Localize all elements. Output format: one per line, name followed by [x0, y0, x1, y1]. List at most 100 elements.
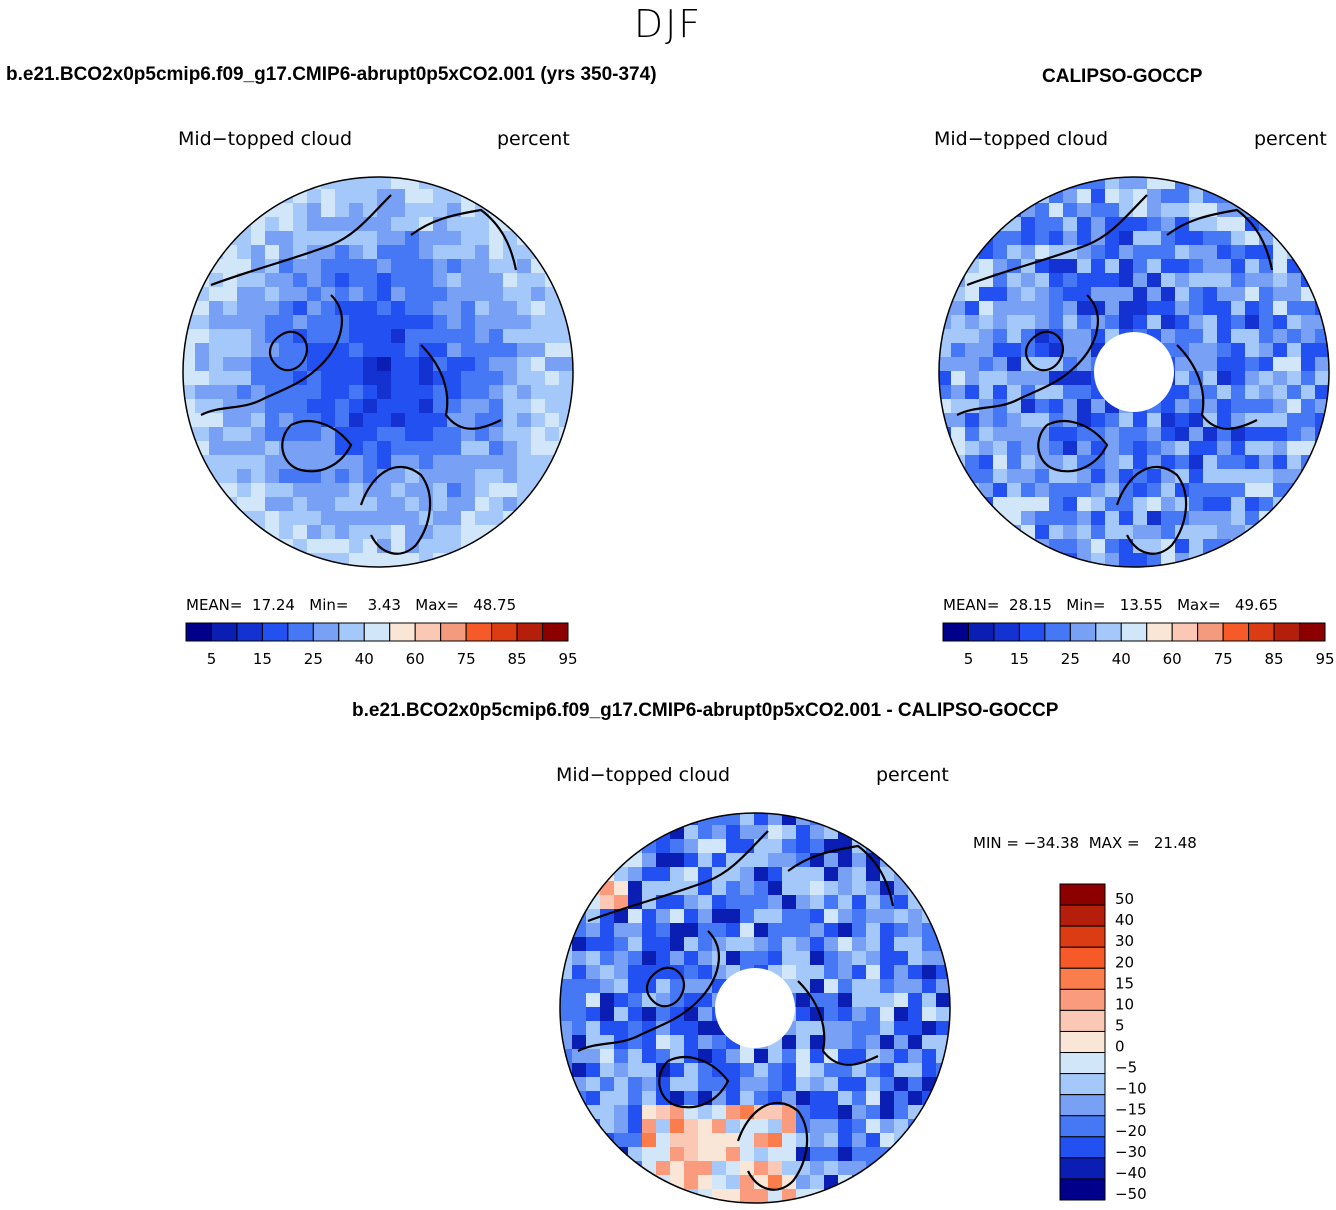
map-cell	[852, 881, 867, 896]
map-cell	[279, 525, 294, 540]
map-cell	[979, 357, 994, 372]
colorbar-tick-label: 15	[1010, 650, 1029, 668]
map-cell	[1035, 399, 1050, 414]
map-cell	[1147, 217, 1162, 232]
map-cell	[880, 839, 895, 854]
map-cell	[1217, 217, 1232, 232]
map-cell	[1091, 177, 1106, 190]
map-cell	[936, 993, 950, 1008]
map-cell	[698, 1063, 713, 1078]
map-cell	[1021, 413, 1036, 428]
map-cell	[391, 329, 406, 344]
map-cell	[363, 385, 378, 400]
map-cell	[335, 553, 350, 567]
map-cell	[1273, 399, 1288, 414]
map-cell	[223, 343, 238, 358]
map-cell	[503, 511, 518, 526]
map-cell	[349, 385, 364, 400]
map-cell	[1063, 497, 1078, 512]
map-cell	[363, 469, 378, 484]
map-cell	[810, 1077, 825, 1092]
map-cell	[698, 839, 713, 854]
map-cell	[195, 301, 210, 316]
map-cell	[363, 259, 378, 274]
map-cell	[433, 413, 448, 428]
map-cell	[1007, 455, 1022, 470]
colorbar-tick-label: 85	[1265, 650, 1284, 668]
map-cell	[754, 813, 769, 826]
map-cell	[824, 881, 839, 896]
map-cell	[209, 455, 224, 470]
map-cell	[1175, 399, 1190, 414]
map-cell	[810, 937, 825, 952]
map-cell	[335, 189, 350, 204]
map-cell	[489, 357, 504, 372]
map-cell	[1175, 301, 1190, 316]
map-cell	[349, 469, 364, 484]
map-cell	[754, 1105, 769, 1120]
map-cell	[1287, 231, 1302, 246]
map-cell	[461, 497, 476, 512]
map-cell	[237, 371, 252, 386]
map-cell	[349, 399, 364, 414]
map-cell	[447, 525, 462, 540]
map-cell	[1147, 413, 1162, 428]
map-cell	[852, 993, 867, 1008]
map-cell	[545, 385, 560, 400]
map-cell	[1287, 455, 1302, 470]
map-cell	[405, 329, 420, 344]
map-cell	[698, 1119, 713, 1134]
colorbar-tick-label: 40	[1112, 650, 1131, 668]
map-cell	[251, 329, 266, 344]
map-cell	[363, 441, 378, 456]
map-cell	[1007, 427, 1022, 442]
map-cell	[1315, 329, 1329, 344]
map-cell	[1105, 413, 1120, 428]
colorbar-tick-label: −15	[1115, 1101, 1147, 1119]
map-cell	[391, 483, 406, 498]
map-cell	[698, 1035, 713, 1050]
map-cell	[377, 525, 392, 540]
map-cell	[1273, 371, 1288, 386]
map-cell	[293, 217, 308, 232]
map-cell	[1175, 189, 1190, 204]
map-cell	[824, 937, 839, 952]
map-cell	[335, 399, 350, 414]
map-cell	[1035, 273, 1050, 288]
map-cell	[796, 923, 811, 938]
map-cell	[768, 1049, 783, 1064]
map-cell	[586, 923, 601, 938]
map-cell	[726, 1203, 741, 1210]
map-cell	[447, 273, 462, 288]
map-cell	[419, 497, 434, 512]
map-cell	[838, 895, 853, 910]
map-cell	[1259, 273, 1274, 288]
map-cell	[503, 273, 518, 288]
map-cell	[908, 1021, 923, 1036]
map-cell	[768, 1161, 783, 1176]
map-cell	[965, 329, 980, 344]
map-cell	[531, 343, 546, 358]
map-cell	[489, 371, 504, 386]
map-cell	[600, 1119, 615, 1134]
map-cell	[698, 867, 713, 882]
map-cell	[908, 923, 923, 938]
map-cell	[908, 867, 923, 882]
colorbar-box	[389, 622, 416, 642]
map-cell	[1259, 427, 1274, 442]
colorbar-box	[210, 622, 238, 642]
map-cell	[1217, 357, 1232, 372]
map-cell	[768, 881, 783, 896]
map-cell	[939, 343, 952, 358]
map-cell	[1049, 259, 1064, 274]
map-cell	[335, 525, 350, 540]
map-cell	[279, 287, 294, 302]
map-cell	[614, 909, 629, 924]
map-cell	[1133, 539, 1148, 554]
map-cell	[824, 1049, 839, 1064]
map-cell	[237, 343, 252, 358]
map-cell	[377, 259, 392, 274]
map-cell	[237, 315, 252, 330]
map-cell	[1217, 511, 1232, 526]
map-cell	[894, 993, 909, 1008]
